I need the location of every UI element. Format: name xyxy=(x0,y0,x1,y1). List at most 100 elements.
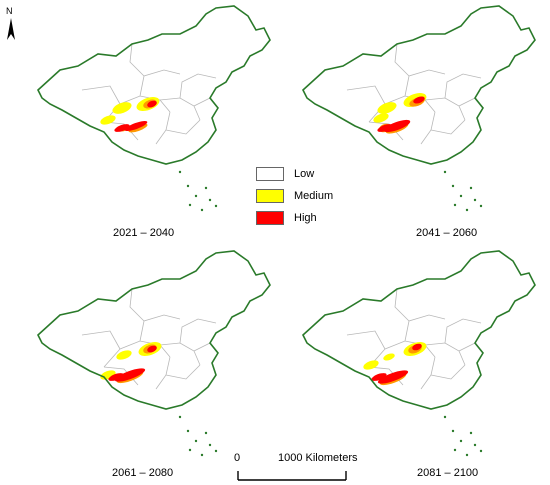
island xyxy=(214,449,218,453)
risk-zone-high xyxy=(371,373,387,381)
scale-bar: 0 1000 Kilometers xyxy=(234,452,358,482)
china-map xyxy=(37,5,271,212)
island xyxy=(479,449,483,453)
province-boundary xyxy=(129,43,145,77)
province-boundary xyxy=(424,97,466,121)
province-boundary xyxy=(394,43,410,77)
risk-zone-high xyxy=(114,124,130,132)
legend-label-high: High xyxy=(294,212,317,224)
island xyxy=(194,439,198,443)
province-boundary xyxy=(424,342,466,366)
province-boundary xyxy=(444,73,482,99)
risk-zone-medium xyxy=(116,350,132,360)
province-boundary xyxy=(368,121,404,141)
north-arrow-icon xyxy=(7,18,15,40)
province-boundary xyxy=(458,97,476,107)
risk-zone-medium xyxy=(363,360,379,370)
island xyxy=(208,198,212,202)
period-label-2: 2041 – 2060 xyxy=(416,227,478,239)
legend-swatch-medium xyxy=(256,189,284,203)
island xyxy=(473,198,477,202)
province-boundary xyxy=(155,356,171,390)
china-map xyxy=(302,5,536,212)
province-boundary xyxy=(139,314,181,342)
country-boundary xyxy=(302,250,536,410)
risk-zone-high xyxy=(147,100,157,108)
province-boundary xyxy=(139,69,181,97)
north-label: N xyxy=(6,6,13,16)
legend: Low Medium High xyxy=(256,164,333,230)
china-map xyxy=(302,250,536,457)
risk-zone-medium xyxy=(377,102,397,114)
island xyxy=(186,184,190,188)
province-boundary xyxy=(179,318,217,344)
risk-zone-high xyxy=(413,96,425,104)
island xyxy=(465,208,469,212)
province-boundary xyxy=(430,364,466,380)
province-boundary xyxy=(346,85,386,123)
legend-item-low: Low xyxy=(256,164,333,184)
scale-label-zero: 0 xyxy=(234,452,241,464)
china-map xyxy=(37,250,271,457)
province-boundary xyxy=(346,330,386,368)
country-boundary xyxy=(37,5,271,165)
island xyxy=(186,429,190,433)
legend-item-high: High xyxy=(256,208,333,228)
province-boundary xyxy=(193,97,211,107)
province-boundary xyxy=(193,342,211,352)
risk-zone-medium xyxy=(112,102,132,114)
island xyxy=(465,453,469,457)
province-boundary xyxy=(159,342,201,366)
province-boundary xyxy=(420,356,436,390)
province-boundary xyxy=(129,288,145,322)
province-boundary xyxy=(81,330,121,368)
island xyxy=(459,439,463,443)
island xyxy=(443,170,447,174)
island xyxy=(208,443,212,447)
risk-zone-high xyxy=(147,345,157,353)
province-boundary xyxy=(458,342,476,352)
island xyxy=(200,453,204,457)
province-boundary xyxy=(444,318,482,344)
province-boundary xyxy=(404,314,446,342)
map-panel-1 xyxy=(20,0,271,212)
map-panel-3 xyxy=(20,245,271,457)
province-boundary xyxy=(420,111,436,145)
island xyxy=(188,448,192,452)
risk-zone-high xyxy=(412,343,422,351)
island xyxy=(194,194,198,198)
island xyxy=(453,203,457,207)
risk-zone-high xyxy=(383,119,411,133)
risk-zone-medium xyxy=(383,353,395,361)
province-boundary xyxy=(394,288,410,322)
country-boundary xyxy=(302,5,536,165)
legend-swatch-low xyxy=(256,167,284,181)
island xyxy=(451,184,455,188)
scale-bar-line xyxy=(237,471,347,481)
map-panel-4 xyxy=(285,245,536,457)
island xyxy=(469,186,473,190)
country-boundary xyxy=(37,250,271,410)
province-boundary xyxy=(179,73,217,99)
risk-zone-high xyxy=(114,368,146,382)
island xyxy=(178,415,182,419)
island xyxy=(204,431,208,435)
legend-label-medium: Medium xyxy=(294,190,334,202)
province-boundary xyxy=(159,97,201,121)
risk-zone-medium xyxy=(100,115,116,125)
province-boundary xyxy=(155,111,171,145)
period-label-4: 2081 – 2100 xyxy=(417,467,479,479)
island xyxy=(459,194,463,198)
island xyxy=(479,204,483,208)
province-boundary xyxy=(165,119,201,135)
risk-zone-medium xyxy=(373,113,389,123)
island xyxy=(451,429,455,433)
risk-zone-high xyxy=(377,370,409,384)
island xyxy=(473,443,477,447)
risk-zone-high xyxy=(377,124,393,132)
legend-item-medium: Medium xyxy=(256,186,333,206)
map-panel-2 xyxy=(285,0,536,212)
island xyxy=(453,448,457,452)
period-label-3: 2061 – 2080 xyxy=(112,467,174,479)
risk-zone-high xyxy=(124,121,148,131)
